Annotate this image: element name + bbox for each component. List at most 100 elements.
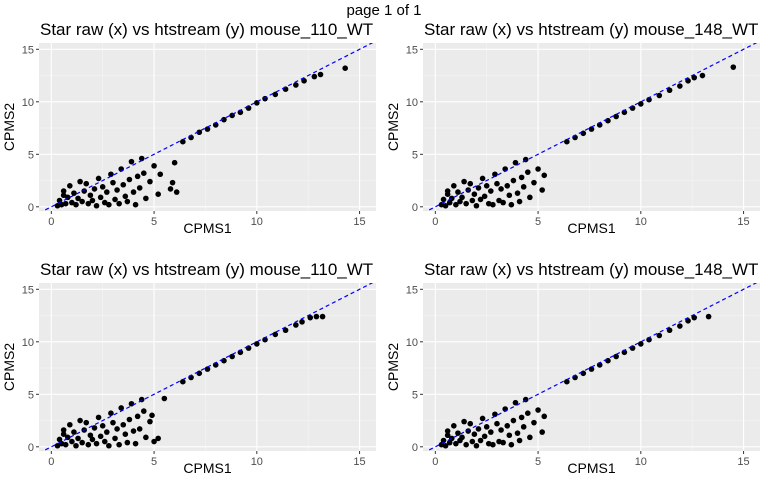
tick-label-x: 15	[353, 216, 365, 228]
y-axis-label: CPMS2	[1, 343, 17, 391]
data-point	[580, 370, 587, 377]
points-layer	[54, 65, 348, 209]
data-point	[508, 441, 515, 448]
data-point	[254, 341, 260, 347]
data-point	[128, 400, 135, 407]
data-point	[471, 191, 478, 197]
data-point	[483, 424, 490, 430]
data-point	[488, 429, 494, 435]
data-point	[134, 173, 141, 180]
data-point	[317, 71, 324, 78]
data-point	[120, 421, 127, 428]
data-point	[77, 417, 83, 424]
tick-label-y: 10	[406, 337, 418, 349]
data-point	[95, 175, 102, 182]
data-point	[455, 430, 461, 436]
data-point	[118, 405, 124, 411]
data-point	[77, 178, 83, 185]
x-axis-label: CPMS1	[567, 460, 615, 476]
data-point	[116, 441, 122, 448]
data-point	[613, 113, 619, 120]
data-point	[506, 192, 513, 199]
data-point	[492, 411, 498, 418]
scatter-plot-4: 0 5 10 15 0 5 10 15 Star raw (x) vs htstream (y)…	[385, 260, 760, 476]
y-axis-label: CPMS2	[385, 103, 401, 151]
data-point	[101, 438, 108, 445]
data-point	[524, 410, 531, 416]
data-point	[155, 435, 161, 442]
data-point	[518, 174, 525, 181]
data-point	[520, 184, 527, 190]
tick-label-y: 5	[412, 389, 418, 401]
data-point	[60, 431, 67, 437]
data-point	[155, 191, 161, 197]
reference-line	[41, 43, 374, 211]
data-point	[91, 425, 98, 431]
data-point	[110, 419, 116, 426]
chart-panel-1: 0 5 10 15 0 5 10 15 Star raw (x) vs htstream (y)…	[0, 0, 384, 240]
data-point	[60, 427, 67, 433]
data-point	[62, 441, 69, 448]
tick-label-y: 10	[22, 97, 34, 109]
data-point	[471, 431, 478, 437]
scatter-plot-2: 0 5 10 15 0 5 10 15 Star raw (x) vs htstream (y)…	[385, 20, 760, 236]
data-point	[520, 424, 527, 430]
data-point	[149, 412, 155, 419]
tick-label-x: 5	[151, 216, 157, 228]
tick-label-y: 15	[406, 44, 418, 56]
data-point	[71, 190, 77, 196]
data-point	[490, 441, 496, 448]
data-point	[564, 138, 570, 145]
data-point	[605, 117, 611, 124]
data-point	[67, 183, 73, 189]
data-point	[666, 327, 673, 334]
data-point	[272, 91, 279, 98]
data-point	[638, 101, 644, 107]
points-layer	[438, 64, 737, 209]
data-point	[448, 435, 455, 442]
tick-label-x: 0	[48, 456, 54, 468]
data-point	[116, 200, 122, 207]
x-axis-label: CPMS1	[183, 460, 231, 476]
tick-label-x: 0	[48, 216, 54, 228]
data-point	[161, 395, 168, 402]
data-point	[446, 439, 453, 446]
data-point	[171, 159, 178, 166]
data-point	[136, 426, 143, 432]
x-axis-label: CPMS1	[183, 220, 231, 236]
data-point	[110, 179, 116, 186]
data-point	[169, 179, 176, 186]
data-point	[132, 201, 139, 208]
data-point	[124, 439, 131, 446]
data-point	[461, 178, 467, 185]
data-point	[541, 413, 548, 420]
data-point	[691, 74, 698, 81]
data-point	[143, 195, 149, 202]
data-point	[140, 170, 147, 176]
data-point	[588, 366, 595, 372]
data-point	[730, 64, 737, 70]
data-point	[124, 198, 131, 205]
data-point	[613, 353, 619, 360]
data-point	[126, 176, 133, 183]
data-point	[475, 185, 482, 191]
data-point	[481, 433, 488, 440]
data-point	[89, 197, 96, 204]
data-point	[147, 178, 153, 185]
data-point	[108, 171, 114, 178]
tick-label-x: 15	[353, 456, 365, 468]
data-point	[451, 183, 457, 189]
data-point	[516, 198, 523, 205]
tick-label-y: 5	[28, 149, 34, 161]
y-axis-label: CPMS2	[1, 103, 17, 151]
data-point	[311, 73, 318, 80]
data-point	[108, 410, 114, 416]
tick-label-y: 15	[22, 284, 34, 296]
tick-label-x: 5	[535, 216, 541, 228]
data-point	[481, 193, 488, 200]
data-point	[151, 438, 157, 445]
tick-label-x: 15	[737, 456, 749, 468]
data-point	[488, 188, 494, 194]
chart-title: Star raw (x) vs htstream (y) mouse_110_W…	[40, 260, 373, 279]
data-point	[180, 138, 186, 145]
